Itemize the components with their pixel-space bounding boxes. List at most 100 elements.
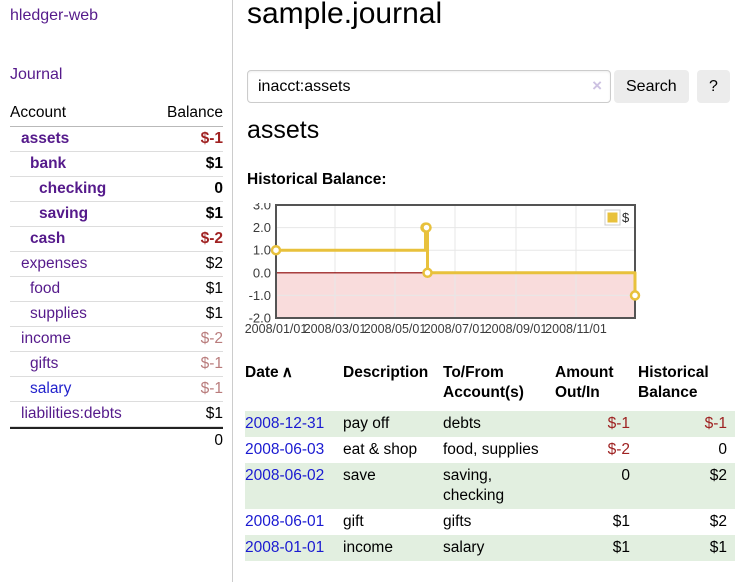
transaction-date-link[interactable]: 2008-06-02 [245,467,325,484]
cell-description: pay off [343,415,390,432]
account-link-expenses[interactable]: expenses [21,255,88,272]
cell-amount: 0 [621,467,630,484]
register-header-row: Date ∧ Description To/From Account(s) Amo… [245,360,735,411]
cell-date: 2008-06-01 [245,509,343,535]
account-balance: $1 [205,155,223,172]
cell-date: 2008-01-01 [245,535,343,561]
account-row: checking 0 [10,177,223,202]
account-row: liabilities:debts $1 [10,402,223,427]
data-point [629,290,641,301]
cell-accounts: salary [443,539,485,556]
col-header-balance: Historical Balance [638,364,709,401]
cell-date: 2008-06-02 [245,463,343,509]
y-tick-label: 1.0 [253,243,271,258]
account-link-salary[interactable]: salary [30,380,72,397]
col-header-description: Description [343,364,429,381]
account-link-cash[interactable]: cash [30,230,66,247]
account-row: expenses $2 [10,252,223,277]
x-tick-label: 2008/05/01 [364,322,427,336]
x-tick-label: 2008/07/01 [424,322,487,336]
col-header-date[interactable]: Date ∧ [245,360,343,411]
accounts-total: 0 [10,427,223,453]
account-link-income[interactable]: income [21,330,71,347]
account-link-assets[interactable]: assets [21,130,70,147]
cell-accounts: saving, checking [443,467,505,504]
account-link-checking[interactable]: checking [39,180,107,197]
chart-title: Historical Balance: [247,171,387,188]
cell-amount: $-2 [607,441,630,458]
account-row: salary $-1 [10,377,223,402]
transaction-row: 2008-06-01 gift gifts $1 $2 [245,509,735,535]
account-link-supplies[interactable]: supplies [30,305,87,322]
accounts-list: assets $-1 bank $1 checking 0 saving $1 cash $-2 e… [10,127,223,427]
account-balance: $1 [205,205,223,222]
x-tick-label: 2008/09/01 [485,322,548,336]
account-link-liabilities-debts[interactable]: liabilities:debts [21,405,122,422]
col-header-accounts: To/From Account(s) [443,364,524,401]
y-tick-label: 0.0 [253,265,271,280]
clear-search-icon[interactable]: × [592,76,602,95]
nav-journal-link[interactable]: Journal [10,66,63,83]
register-table: Date ∧ Description To/From Account(s) Amo… [245,360,735,561]
accounts-header-balance: Balance [166,104,223,121]
account-link-food[interactable]: food [30,280,61,297]
account-balance: $-2 [200,230,223,247]
data-point [422,267,433,279]
cell-date: 2008-06-03 [245,437,343,463]
cell-accounts: debts [443,415,481,432]
col-header-date-label: Date [245,364,279,381]
cell-amount: $-1 [607,415,630,432]
main-content: sample.journal × Search ? assets Histori… [233,0,742,582]
transaction-date-link[interactable]: 2008-06-03 [245,441,325,458]
account-row: cash $-2 [10,227,223,252]
search-box: × [247,70,611,103]
account-row: supplies $1 [10,302,223,327]
transaction-row: 2008-01-01 income salary $1 $1 [245,535,735,561]
account-row: saving $1 [10,202,223,227]
cell-description: income [343,539,393,556]
cell-description: gift [343,513,364,530]
transaction-date-link[interactable]: 2008-12-31 [245,415,325,432]
accounts-panel: Account Balance assets $-1 bank $1 checking 0… [10,100,223,453]
data-point [270,244,282,256]
sidebar: hledger-web Journal Account Balance asse… [0,0,233,582]
account-heading: assets [247,116,320,144]
y-tick-label: 2.0 [253,220,271,235]
col-header-amount: Amount Out/In [555,364,614,401]
account-row: bank $1 [10,152,223,177]
account-link-saving[interactable]: saving [39,205,89,222]
y-tick-label: -1.0 [249,288,271,303]
register-rows: 2008-12-31 pay off debts $-1 $-1 2008-06-03 ea… [245,411,735,561]
search-input[interactable] [247,70,611,103]
account-link-gifts[interactable]: gifts [30,355,59,372]
app-title-link[interactable]: hledger-web [10,7,99,24]
cell-date: 2008-12-31 [245,411,343,437]
account-row: food $1 [10,277,223,302]
data-point [421,222,432,233]
x-tick-label: 2008/11/01 [545,322,607,336]
cell-balance: $2 [709,467,727,484]
account-balance: $-1 [200,355,223,372]
transaction-row: 2008-06-03 eat & shop food, supplies $-2 0 [245,437,735,463]
historical-balance-chart: $3.0 2.0 1.0 0.0 -1.0 -2.0 2008/01/01 2008/03/0… [242,198,642,345]
search-button[interactable]: Search [614,70,689,103]
help-button[interactable]: ? [697,70,730,103]
account-balance: $-1 [200,380,223,397]
account-balance: $2 [205,255,223,272]
cell-balance: $1 [709,539,727,556]
sort-asc-icon: ∧ [281,364,293,381]
accounts-header-account: Account [10,104,67,121]
legend-label: $ [622,210,630,225]
legend-swatch [607,212,618,223]
cell-accounts: food, supplies [443,441,539,458]
transaction-row: 2008-12-31 pay off debts $-1 $-1 [245,411,735,437]
cell-balance: 0 [718,441,727,458]
y-tick-label: 3.0 [253,203,271,213]
account-link-bank[interactable]: bank [30,155,67,172]
account-balance: $-1 [200,130,223,147]
x-tick-label: 2008/01/01 [245,322,308,336]
page-title: sample.journal [247,0,443,30]
transaction-date-link[interactable]: 2008-01-01 [245,539,325,556]
x-tick-label: 2008/03/01 [304,322,367,336]
transaction-date-link[interactable]: 2008-06-01 [245,513,325,530]
